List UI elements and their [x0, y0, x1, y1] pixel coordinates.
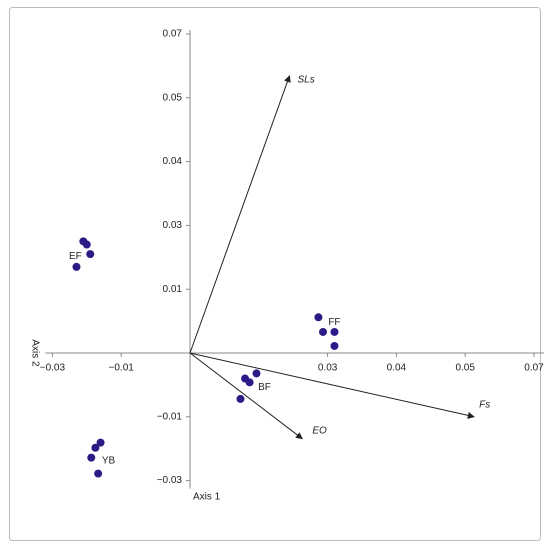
x-tick-label: −0.01: [109, 363, 135, 374]
point: [330, 341, 339, 350]
point: [252, 369, 261, 378]
group-label: EF: [69, 251, 82, 262]
y-tick-label: 0.07: [163, 29, 183, 40]
group-label: FF: [328, 317, 340, 328]
point: [86, 250, 95, 259]
vector-arrow: [189, 352, 475, 419]
y-tick-label: 0.03: [163, 220, 183, 231]
vector-arrow: [189, 75, 291, 354]
point: [82, 240, 91, 249]
y-tick-label: 0.04: [163, 156, 183, 167]
y-axis-label: Axis 2: [29, 339, 40, 367]
vector-label: EO: [312, 425, 327, 436]
group-label: YB: [102, 455, 116, 466]
y-tick-label: −0.03: [157, 475, 183, 486]
point: [87, 453, 96, 462]
x-tick-label: 0.03: [318, 363, 338, 374]
point: [96, 438, 105, 447]
point: [245, 378, 254, 387]
vector-arrow: [189, 352, 303, 440]
point: [94, 469, 103, 478]
group-label: BF: [258, 382, 271, 393]
point: [319, 327, 328, 336]
frame: [9, 7, 541, 541]
vector-label: Fs: [479, 399, 490, 410]
point: [314, 313, 323, 322]
x-tick-label: 0.04: [387, 363, 407, 374]
point: [72, 262, 81, 271]
x-axis-label: Axis 1: [193, 492, 221, 503]
x-tick-label: −0.03: [40, 363, 66, 374]
y-tick-label: −0.01: [157, 411, 183, 422]
point: [330, 327, 339, 336]
vector-label: SLs: [298, 74, 315, 85]
x-tick-label: 0.05: [455, 363, 475, 374]
x-tick-label: 0.07: [524, 363, 544, 374]
y-tick-label: 0.05: [163, 92, 183, 103]
point: [236, 394, 245, 403]
y-tick-label: 0.01: [163, 284, 183, 295]
point: [91, 443, 100, 452]
